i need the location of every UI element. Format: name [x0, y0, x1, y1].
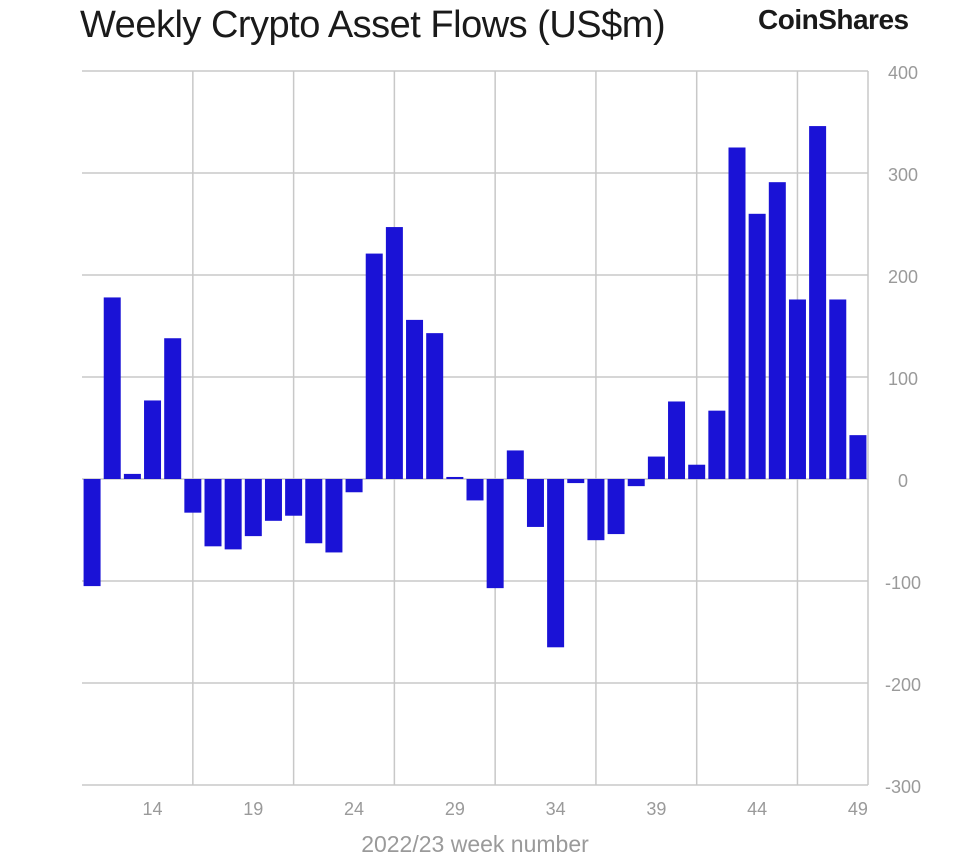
- bar: [788, 299, 806, 479]
- bar: [184, 479, 202, 513]
- bar: [526, 479, 544, 527]
- bar: [607, 479, 625, 535]
- bar: [305, 479, 323, 544]
- bar: [647, 456, 665, 479]
- chart-bars: [83, 126, 867, 648]
- bar: [244, 479, 262, 537]
- bar: [144, 400, 162, 479]
- bar: [748, 213, 766, 480]
- x-tick-label: 19: [243, 799, 263, 819]
- x-tick-label: 49: [848, 799, 868, 819]
- bar: [627, 479, 645, 487]
- x-tick-label: 24: [344, 799, 364, 819]
- y-tick-label: 100: [888, 369, 918, 389]
- bar: [849, 435, 867, 479]
- y-tick-label: 200: [888, 267, 918, 287]
- bar: [365, 253, 383, 479]
- y-axis-ticks: 400 300 200 100 0 -100 -200 -300: [885, 63, 921, 797]
- x-axis-ticks: 14 19 24 29 34 39 44 49: [143, 799, 868, 819]
- bar: [264, 479, 282, 521]
- bar: [325, 479, 343, 553]
- y-tick-label: 0: [898, 471, 908, 491]
- bar: [446, 476, 464, 479]
- bar: [506, 450, 524, 479]
- bar: [285, 479, 303, 516]
- x-tick-label: 29: [445, 799, 465, 819]
- bar: [83, 479, 101, 587]
- y-tick-label: 400: [888, 63, 918, 83]
- y-tick-label: -200: [885, 675, 921, 695]
- bar: [345, 479, 363, 493]
- x-tick-label: 14: [143, 799, 163, 819]
- bar: [426, 333, 444, 479]
- bar: [768, 182, 786, 479]
- x-tick-label: 44: [747, 799, 767, 819]
- bar: [123, 473, 141, 479]
- bar: [466, 479, 484, 501]
- bar: [204, 479, 222, 547]
- bar: [728, 147, 746, 479]
- bar: [688, 464, 706, 479]
- bar: [547, 479, 565, 648]
- bar: [587, 479, 605, 541]
- bar: [103, 297, 121, 479]
- y-tick-label: 300: [888, 165, 918, 185]
- bar: [385, 227, 403, 479]
- bar: [406, 319, 424, 479]
- bar: [486, 479, 504, 589]
- bar: [809, 126, 827, 479]
- chart-title: Weekly Crypto Asset Flows (US$m): [80, 4, 666, 46]
- bar: [164, 338, 182, 479]
- brand-logo: CoinShares: [758, 4, 909, 35]
- bar: [224, 479, 242, 550]
- x-axis-label: 2022/23 week number: [361, 831, 589, 857]
- bar: [829, 299, 847, 479]
- y-tick-label: -300: [885, 777, 921, 797]
- x-tick-label: 39: [646, 799, 666, 819]
- bar: [567, 479, 585, 484]
- x-tick-label: 34: [546, 799, 566, 819]
- bar: [668, 401, 686, 479]
- bar: [708, 410, 726, 479]
- y-tick-label: -100: [885, 573, 921, 593]
